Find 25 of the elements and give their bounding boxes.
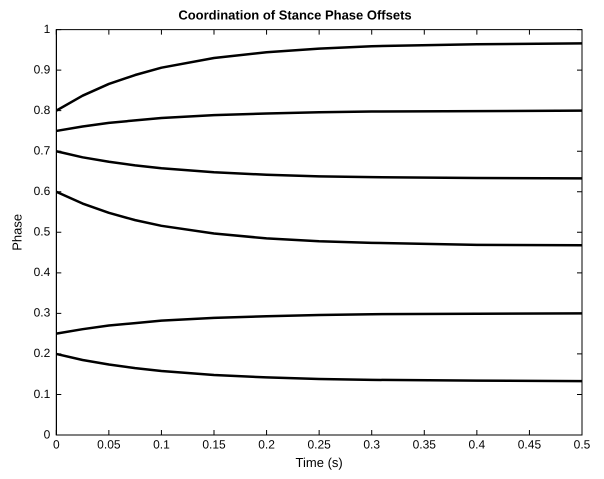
x-tick-label: 0.2 bbox=[258, 438, 276, 452]
x-tick-label: 0.5 bbox=[574, 438, 591, 452]
y-tick-label: 1 bbox=[44, 22, 51, 36]
x-tick-label: 0.25 bbox=[307, 438, 332, 452]
x-tick-label: 0 bbox=[52, 438, 60, 452]
y-tick-label: 0.2 bbox=[34, 346, 51, 360]
y-tick-label: 0.3 bbox=[34, 306, 51, 320]
y-tick-label: 0.9 bbox=[34, 62, 51, 76]
x-tick-label: 0.35 bbox=[412, 438, 436, 452]
y-axis-title: Phase bbox=[9, 214, 24, 251]
x-tick-label: 0.1 bbox=[153, 438, 170, 452]
x-tick-label: 0.15 bbox=[202, 438, 226, 452]
y-tick-label: 0.8 bbox=[34, 102, 51, 117]
y-tick-label: 0.7 bbox=[34, 144, 51, 158]
y-tick-label: 0.6 bbox=[34, 184, 51, 198]
x-tick-label: 0.45 bbox=[518, 438, 542, 452]
y-tick-label: 0 bbox=[44, 427, 51, 442]
x-tick-label: 0.05 bbox=[97, 438, 121, 452]
y-tick-label: 0.5 bbox=[34, 224, 51, 239]
x-tick-label: 0.3 bbox=[363, 438, 380, 452]
chart-title: Coordination of Stance Phase Offsets bbox=[178, 7, 412, 22]
y-tick-label: 0.4 bbox=[34, 265, 51, 280]
y-tick-label: 0.1 bbox=[34, 386, 51, 401]
x-tick-label: 0.4 bbox=[468, 438, 486, 452]
x-axis-title: Time (s) bbox=[296, 454, 343, 470]
